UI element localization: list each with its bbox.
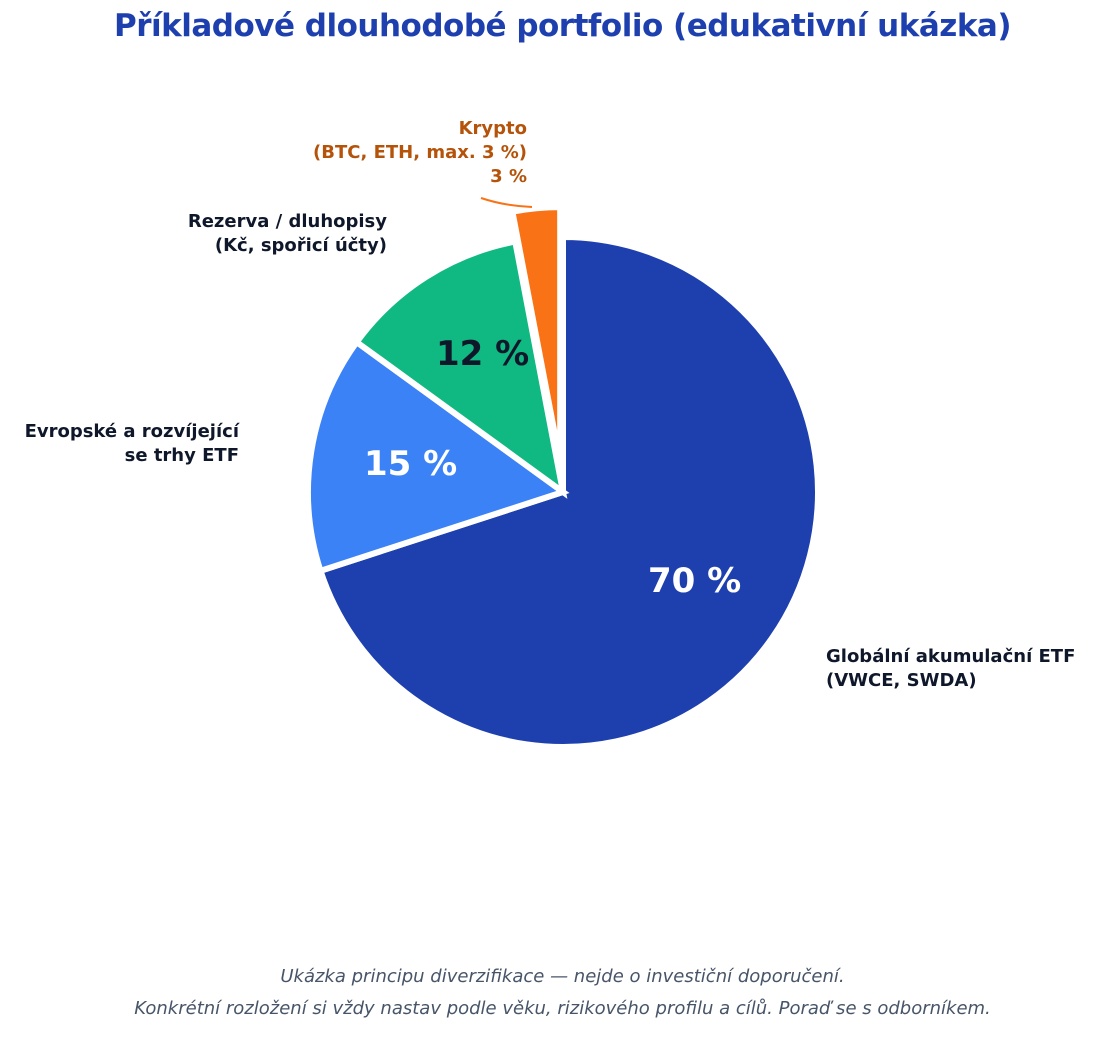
footer-advice: Konkrétní rozložení si vždy nastav podle…	[134, 998, 991, 1019]
label-europe: Evropské a rozvíjející se trhy ETF	[25, 420, 239, 468]
label-crypto: Krypto (BTC, ETH, max. 3 %) 3 %	[313, 117, 527, 189]
label-reserve: Rezerva / dluhopisy (Kč, spořicí účty)	[188, 210, 387, 258]
chart-title: Příkladové dlouhodobé portfolio (edukati…	[113, 8, 1012, 44]
label-global: Globální akumulační ETF (VWCE, SWDA)	[826, 645, 1075, 693]
label-europe-line1: Evropské a rozvíjející	[24, 421, 239, 442]
label-reserve-line2: (Kč, spořicí účty)	[214, 235, 387, 256]
pie-slices	[305, 204, 821, 750]
label-global-line1: Globální akumulační ETF	[826, 646, 1076, 667]
label-europe-line2: se trhy ETF	[124, 445, 239, 466]
pie-slice-reserve	[352, 238, 568, 499]
pie-slice-crypto	[508, 204, 564, 463]
label-reserve-line1: Rezerva / dluhopisy	[187, 211, 387, 232]
label-crypto-line2: (BTC, ETH, max. 3 %)	[313, 142, 527, 163]
pct-global: 70 %	[648, 561, 742, 601]
footer-disclaimer: Ukázka principu diverzifikace — nejde o …	[280, 966, 845, 987]
crypto-leader-line	[480, 197, 533, 208]
label-crypto-line1: Krypto	[458, 118, 527, 139]
pct-reserve: 12 %	[436, 334, 530, 374]
label-crypto-pct: 3 %	[490, 166, 527, 187]
label-global-line2: (VWCE, SWDA)	[826, 670, 977, 691]
pie-slice-global	[316, 233, 821, 750]
pct-europe: 15 %	[364, 444, 458, 484]
pie-slice-europe	[305, 337, 570, 575]
